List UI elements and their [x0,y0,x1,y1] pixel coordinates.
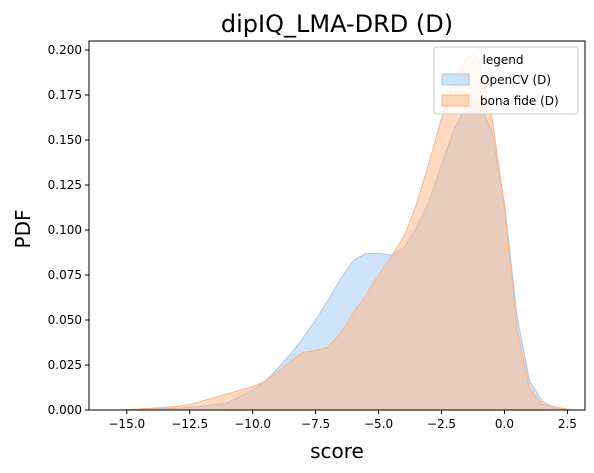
legend-label: bona fide (D) [480,94,559,108]
y-tick-label: 0.025 [48,358,82,372]
x-tick-label: −10.0 [234,417,271,431]
y-tick-label: 0.075 [48,268,82,282]
legend-box [433,46,579,115]
x-tick-label: −2.5 [427,417,456,431]
y-tick-label: 0.200 [48,43,82,57]
y-tick-label: 0.125 [48,178,82,192]
x-tick-label: −5.0 [364,417,393,431]
legend-swatch [441,94,470,107]
x-tick-label: 2.5 [558,417,577,431]
legend-swatch [441,73,470,86]
legend-title: legend [483,53,524,67]
y-tick-label: 0.050 [48,313,82,327]
chart-title: dipIQ_LMA-DRD (D) [221,10,453,38]
y-axis: 0.000 0.025 0.050 0.075 0.100 0.125 0.150 0.175… [48,43,89,417]
y-axis-title: PDF [11,210,35,249]
density-area-bona-fide [121,54,573,411]
x-tick-label: 0.0 [495,417,514,431]
legend-label: OpenCV (D) [480,73,551,87]
legend: legend OpenCV (D) bona fide (D) [433,46,579,115]
x-tick-label: −7.5 [301,417,330,431]
axes-frame [88,40,586,411]
y-tick-label: 0.000 [48,403,82,417]
x-tick-label: −12.5 [171,417,208,431]
x-tick-label: −15.0 [108,417,145,431]
y-tick-label: 0.100 [48,223,82,237]
plot-area [88,40,586,411]
x-axis: −15.0 −12.5 −10.0 −7.5 −5.0 −2.5 0.0 2.5 [108,410,577,431]
y-tick-label: 0.150 [48,133,82,147]
y-tick-label: 0.175 [48,88,82,102]
x-axis-title: score [310,439,364,463]
